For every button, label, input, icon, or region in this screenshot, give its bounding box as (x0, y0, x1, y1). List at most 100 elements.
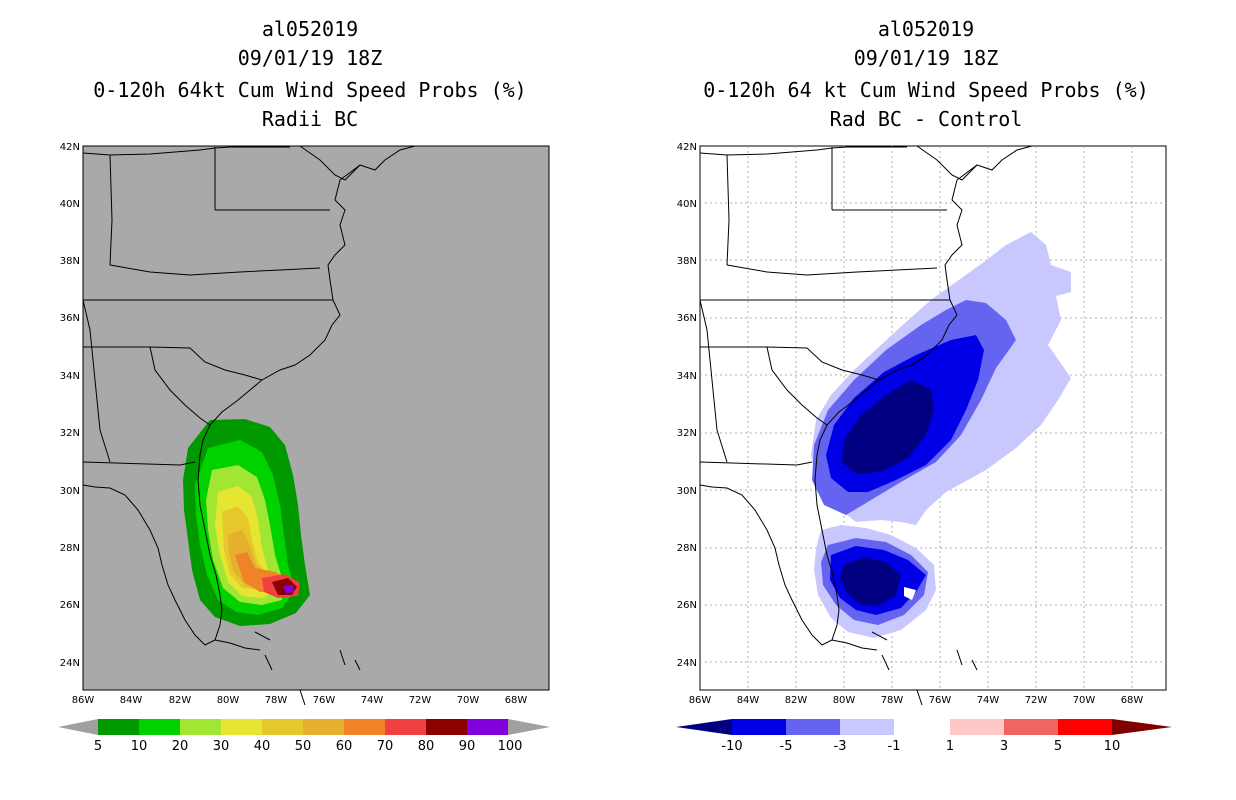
svg-text:50: 50 (295, 739, 312, 754)
svg-text:42N: 42N (677, 142, 697, 153)
left-colorbar-low-end (58, 719, 98, 735)
left-colorbar-swatch (221, 719, 262, 735)
left-colorbar-swatch (262, 719, 303, 735)
svg-text:-5: -5 (780, 739, 793, 754)
left-lat-ticks: 42N 40N 38N 36N 34N 32N 30N 28N 26N 24N (60, 142, 80, 669)
left-colorbar-swatch (303, 719, 344, 735)
svg-text:26N: 26N (60, 600, 80, 611)
svg-text:32N: 32N (60, 428, 80, 439)
svg-text:40N: 40N (60, 199, 80, 210)
right-subtitle: Rad BC - Control (829, 107, 1023, 131)
left-colorbar-swatch (385, 719, 426, 735)
left-map-background (82, 145, 550, 691)
svg-text:76W: 76W (313, 695, 336, 706)
svg-text:34N: 34N (677, 371, 697, 382)
svg-text:82W: 82W (169, 695, 192, 706)
svg-text:3: 3 (1000, 739, 1008, 754)
svg-text:74W: 74W (977, 695, 1000, 706)
svg-text:80: 80 (418, 739, 435, 754)
svg-text:5: 5 (94, 739, 102, 754)
right-date: 09/01/19 18Z (853, 46, 999, 70)
svg-text:60: 60 (336, 739, 353, 754)
svg-text:1: 1 (946, 739, 954, 754)
svg-text:-10: -10 (721, 739, 742, 754)
right-storm-id: al052019 (877, 17, 975, 41)
right-lat-ticks: 42N 40N 38N 36N 34N 32N 30N 28N 26N 24N (677, 142, 697, 669)
right-product: 0-120h 64 kt Cum Wind Speed Probs (%) (703, 78, 1149, 102)
left-colorbar-labels: 5 10 20 30 40 50 60 70 80 90 100 (94, 739, 523, 754)
svg-text:20: 20 (172, 739, 189, 754)
svg-text:24N: 24N (60, 658, 80, 669)
right-lon-ticks: 86W 84W 82W 80W 78W 76W 74W 72W 70W 68W (689, 695, 1144, 706)
svg-text:5: 5 (1054, 739, 1062, 754)
right-colorbar-swatch (732, 719, 786, 735)
svg-text:34N: 34N (60, 371, 80, 382)
svg-text:90: 90 (459, 739, 476, 754)
right-colorbar (676, 719, 1172, 735)
svg-text:72W: 72W (1025, 695, 1048, 706)
svg-text:76W: 76W (929, 695, 952, 706)
svg-text:30N: 30N (60, 486, 80, 497)
left-colorbar-swatch (139, 719, 180, 735)
left-colorbar-swatch (98, 719, 139, 735)
left-subtitle: Radii BC (261, 107, 359, 131)
svg-text:42N: 42N (60, 142, 80, 153)
right-map: 42N 40N 38N 36N 34N 32N 30N 28N 26N 24N … (676, 142, 1172, 754)
left-colorbar-swatch (180, 719, 221, 735)
contour-minus10 (842, 380, 934, 474)
svg-text:28N: 28N (677, 543, 697, 554)
left-colorbar-swatch (426, 719, 467, 735)
right-colorbar-swatch (950, 719, 1004, 735)
svg-text:78W: 78W (265, 695, 288, 706)
right-title: al052019 09/01/19 18Z 0-120h 64 kt Cum W… (676, 15, 1176, 134)
right-colorbar-high-end (1112, 719, 1172, 735)
svg-text:32N: 32N (677, 428, 697, 439)
left-coastlines (82, 145, 416, 706)
svg-text:100: 100 (498, 739, 523, 754)
left-product: 0-120h 64kt Cum Wind Speed Probs (%) (93, 78, 527, 102)
svg-text:84W: 84W (120, 695, 143, 706)
right-colorbar-swatch (786, 719, 840, 735)
svg-text:74W: 74W (361, 695, 384, 706)
svg-text:78W: 78W (881, 695, 904, 706)
left-colorbar-swatch (344, 719, 385, 735)
svg-text:38N: 38N (60, 256, 80, 267)
right-colorbar-swatch (1058, 719, 1112, 735)
svg-text:82W: 82W (785, 695, 808, 706)
right-coastlines (699, 145, 1033, 706)
svg-text:70W: 70W (457, 695, 480, 706)
svg-text:-3: -3 (834, 739, 847, 754)
contour-minus10-south (840, 557, 901, 606)
right-diff-contours (811, 232, 1071, 638)
svg-text:26N: 26N (677, 600, 697, 611)
svg-text:40N: 40N (677, 199, 697, 210)
svg-text:10: 10 (1104, 739, 1121, 754)
svg-text:70W: 70W (1073, 695, 1096, 706)
svg-text:80W: 80W (217, 695, 240, 706)
svg-text:38N: 38N (677, 256, 697, 267)
svg-text:84W: 84W (737, 695, 760, 706)
svg-text:28N: 28N (60, 543, 80, 554)
left-map: 42N 40N 38N 36N 34N 32N 30N 28N 26N 24N … (58, 142, 550, 754)
left-date: 09/01/19 18Z (237, 46, 383, 70)
svg-text:72W: 72W (409, 695, 432, 706)
svg-text:36N: 36N (60, 313, 80, 324)
left-storm-id: al052019 (261, 17, 359, 41)
left-prob-contours (183, 419, 310, 626)
near-zero-patch (904, 587, 916, 600)
svg-text:86W: 86W (689, 695, 712, 706)
left-colorbar-high-end (508, 719, 550, 735)
svg-text:36N: 36N (677, 313, 697, 324)
right-colorbar-low-end (676, 719, 732, 735)
right-colorbar-swatch (894, 719, 950, 735)
svg-text:70: 70 (377, 739, 394, 754)
svg-text:86W: 86W (72, 695, 95, 706)
left-colorbar (58, 719, 550, 735)
svg-text:68W: 68W (505, 695, 528, 706)
svg-text:30: 30 (213, 739, 230, 754)
contour-90 (283, 585, 294, 593)
svg-text:-1: -1 (888, 739, 901, 754)
right-colorbar-swatch (1004, 719, 1058, 735)
svg-text:24N: 24N (677, 658, 697, 669)
svg-text:30N: 30N (677, 486, 697, 497)
